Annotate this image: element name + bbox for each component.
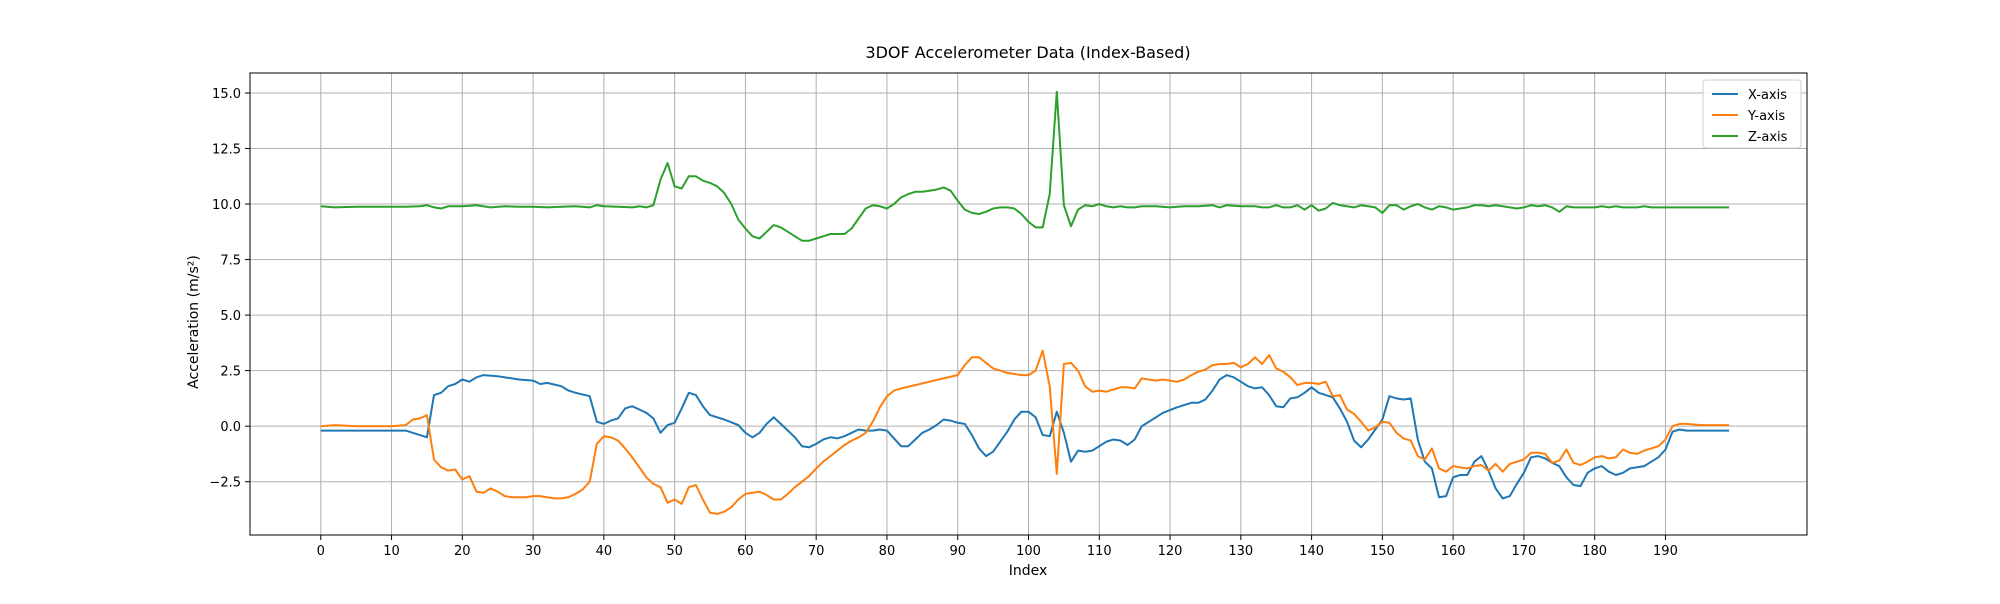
x-tick-label: 30 [525, 544, 542, 559]
x-tick-label: 160 [1441, 544, 1466, 559]
x-tick-label: 80 [879, 544, 896, 559]
y-tick-label: 7.5 [220, 254, 241, 269]
y-tick-label: 0.0 [220, 420, 241, 435]
y-tick-label: −2.5 [209, 476, 241, 491]
x-tick-label: 180 [1582, 544, 1607, 559]
y-tick-label: 15.0 [212, 87, 241, 102]
x-tick-label: 10 [383, 544, 400, 559]
y-tick-label: 12.5 [212, 143, 241, 158]
x-tick-label: 130 [1228, 544, 1253, 559]
series-line-z-axis [320, 90, 1730, 242]
x-tick-label: 120 [1158, 544, 1183, 559]
x-tick-label: 100 [1016, 544, 1041, 559]
x-tick-label: 110 [1087, 544, 1112, 559]
y-tick-label: 5.0 [220, 309, 241, 324]
x-ticks: 0 10 20 30 40 50 60 70 80 90 100 110 120 130 140 150 160… [317, 535, 1678, 559]
x-tick-label: 0 [317, 544, 325, 559]
y-ticks: −2.5 0.0 2.5 5.0 7.5 10.0 12.5 15.0 [209, 87, 250, 491]
legend: X-axis Y-axis Z-axis [1702, 79, 1802, 149]
grid [250, 73, 1807, 535]
legend-label-y-axis: Y-axis [1747, 109, 1785, 124]
legend-label-x-axis: X-axis [1748, 88, 1787, 103]
x-tick-label: 40 [596, 544, 613, 559]
x-tick-label: 170 [1511, 544, 1536, 559]
legend-label-z-axis: Z-axis [1748, 130, 1788, 145]
chart-title: 3DOF Accelerometer Data (Index-Based) [865, 43, 1190, 62]
x-tick-label: 90 [949, 544, 966, 559]
x-tick-label: 20 [454, 544, 471, 559]
x-tick-label: 140 [1299, 544, 1324, 559]
series-lines [320, 90, 1730, 515]
x-tick-label: 70 [808, 544, 825, 559]
x-tick-label: 60 [737, 544, 754, 559]
x-tick-label: 50 [666, 544, 683, 559]
series-line-x-axis [320, 374, 1730, 500]
x-axis-label: Index [1009, 563, 1048, 579]
series-line-y-axis [320, 349, 1730, 515]
legend-box [1702, 79, 1802, 149]
x-tick-label: 190 [1653, 544, 1678, 559]
x-tick-label: 150 [1370, 544, 1395, 559]
y-tick-label: 10.0 [212, 198, 241, 213]
y-axis-label: Acceleration (m/s²) [186, 255, 202, 389]
y-tick-label: 2.5 [220, 365, 241, 380]
